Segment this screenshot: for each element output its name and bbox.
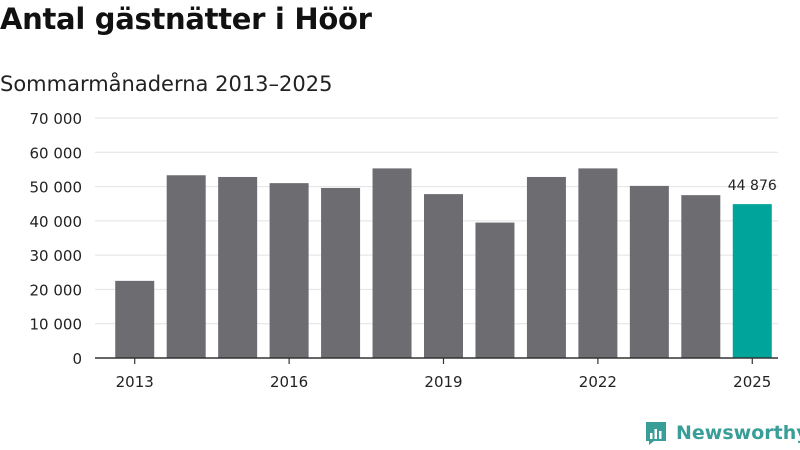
bar [629, 185, 669, 358]
bar [681, 195, 721, 358]
y-tick-label: 50 000 [30, 179, 83, 197]
bar [115, 280, 155, 358]
bar [166, 175, 206, 358]
y-tick-label: 10 000 [30, 316, 83, 334]
bar [732, 204, 772, 358]
chart-title: Antal gästnätter i Höör [0, 2, 372, 36]
chart-subtitle: Sommarmånaderna 2013–2025 [0, 72, 333, 96]
x-tick-label: 2016 [270, 373, 308, 391]
brand-logo: Newsworthy [644, 420, 800, 446]
y-tick-label: 20 000 [30, 281, 83, 299]
newsworthy-logo-icon [646, 422, 666, 445]
x-tick-label: 2022 [579, 373, 617, 391]
y-tick-label: 40 000 [30, 213, 83, 231]
bar [578, 168, 618, 358]
bar [372, 168, 412, 358]
y-tick-label: 70 000 [30, 110, 83, 128]
x-tick-label: 2019 [424, 373, 462, 391]
y-tick-label: 30 000 [30, 247, 83, 265]
data-label: 44 876 [728, 178, 777, 194]
bar [269, 183, 309, 358]
bar [321, 187, 361, 358]
x-tick-label: 2013 [116, 373, 154, 391]
bar [424, 194, 463, 358]
x-tick-label: 2025 [733, 373, 771, 391]
y-tick-label: 0 [72, 350, 82, 368]
y-tick-label: 60 000 [30, 144, 83, 162]
bar [218, 176, 258, 358]
bar [475, 222, 515, 358]
bar [526, 176, 566, 358]
brand-name: Newsworthy [676, 422, 800, 444]
